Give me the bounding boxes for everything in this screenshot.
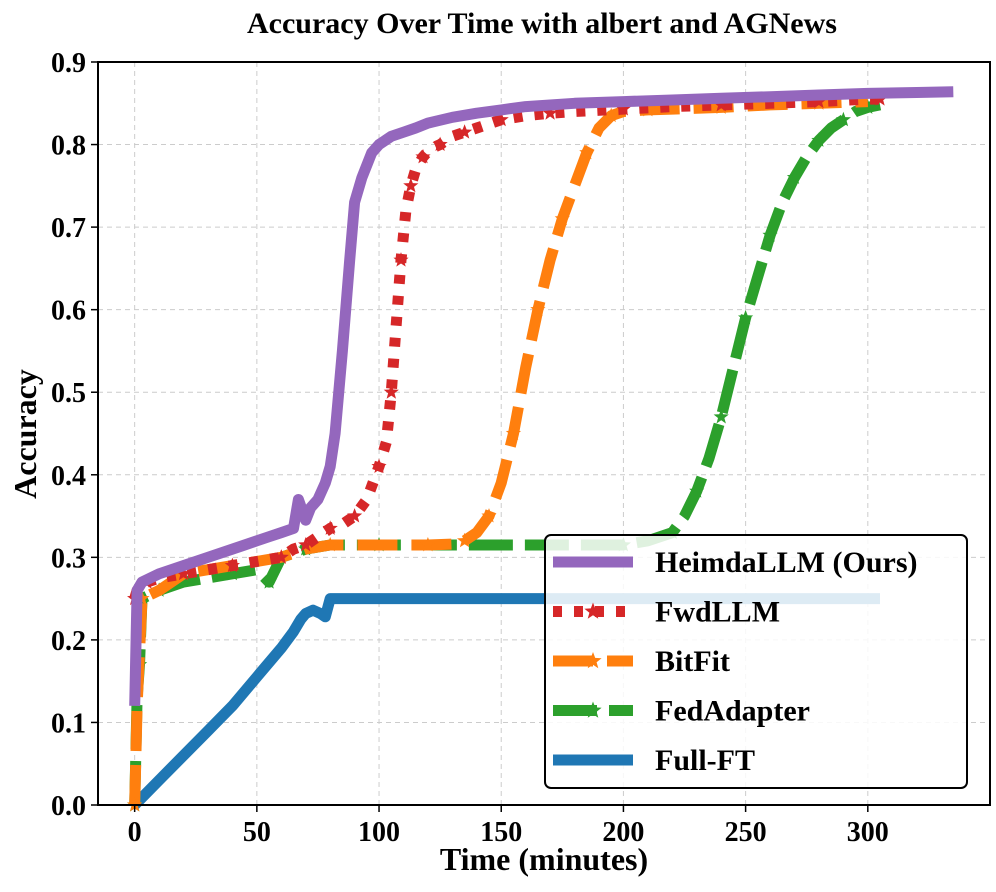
- data-point: [415, 148, 431, 164]
- legend-label: BitFit: [655, 645, 730, 678]
- legend-item: HeimdaLLM (Ours): [553, 546, 918, 579]
- legend-label: Full-FT: [655, 744, 755, 777]
- data-point: [811, 93, 827, 109]
- chart-title: Accuracy Over Time with albert and AGNew…: [247, 7, 837, 40]
- y-tick-label: 0.3: [51, 543, 86, 574]
- data-point: [713, 409, 729, 424]
- data-point: [738, 309, 754, 325]
- data-point: [481, 508, 497, 523]
- x-tick-label: 250: [725, 817, 767, 848]
- y-axis-label: Accuracy: [7, 369, 43, 499]
- y-tick-label: 0.7: [51, 213, 86, 244]
- data-point: [835, 111, 851, 127]
- x-tick-label: 50: [243, 817, 271, 848]
- data-point: [393, 252, 409, 267]
- series-line: [129, 86, 954, 707]
- series-fwdllm: [127, 91, 888, 606]
- series-line: [129, 99, 882, 806]
- data-point: [322, 537, 338, 552]
- data-point: [689, 483, 705, 498]
- data-point: [383, 384, 399, 399]
- x-tick-label: 200: [602, 817, 644, 848]
- legend-marker: [584, 602, 602, 619]
- legend-label: HeimdaLLM (Ours): [655, 546, 918, 579]
- data-point: [762, 227, 778, 242]
- data-point: [786, 169, 803, 184]
- x-tick-label: 300: [847, 817, 889, 848]
- data-point: [542, 105, 558, 120]
- y-tick-label: 0.4: [51, 461, 86, 492]
- x-tick-label: 0: [128, 817, 142, 848]
- data-point: [457, 532, 473, 548]
- legend-box: [544, 534, 968, 789]
- y-tick-label: 0.9: [51, 48, 86, 79]
- data-point: [403, 177, 419, 193]
- data-point: [493, 111, 509, 127]
- legend-marker: [584, 701, 602, 718]
- series-line: [129, 93, 880, 601]
- data-point: [347, 508, 363, 523]
- data-point: [371, 458, 387, 473]
- legend-label: FedAdapter: [655, 695, 810, 728]
- legend-item: FedAdapter: [553, 695, 810, 728]
- legend-label: FwdLLM: [655, 596, 780, 629]
- data-point: [224, 557, 240, 573]
- data-point: [175, 565, 192, 581]
- data-point: [603, 107, 619, 123]
- legend-items: HeimdaLLM (Ours) FwdLLM BitFit FedAdapter Fu…: [553, 546, 918, 777]
- y-tick-label: 0.5: [51, 378, 86, 409]
- data-point: [457, 124, 473, 139]
- data-point: [224, 565, 240, 581]
- plot-frame: [97, 61, 991, 806]
- legend: HeimdaLLM (Ours) FwdLLM BitFit FedAdapter Fu…: [544, 534, 968, 789]
- x-tick-label: 100: [358, 817, 400, 848]
- legend-item: Full-FT: [553, 744, 755, 777]
- y-axis: 0.0 0.1 0.2 0.3 0.4 0.5 0.6 0.7 0.8 0.9: [51, 48, 98, 822]
- data-point: [811, 132, 827, 147]
- y-tick-label: 0.1: [51, 708, 86, 739]
- data-point: [432, 136, 448, 151]
- legend-item: FwdLLM: [553, 596, 780, 629]
- legend-item: BitFit: [553, 645, 730, 678]
- data-point: [530, 301, 546, 317]
- data-point: [615, 101, 631, 116]
- x-axis-label: Time (minutes): [440, 841, 648, 877]
- data-point: [554, 210, 570, 226]
- data-point: [273, 549, 289, 564]
- data-point: [505, 425, 522, 440]
- data-point: [664, 524, 680, 539]
- data-point: [261, 574, 277, 589]
- x-tick-label: 150: [480, 817, 522, 848]
- x-axis: 0 50 100 150 200 250 300: [128, 805, 889, 848]
- legend-marker: [584, 652, 602, 669]
- data-point: [713, 96, 729, 112]
- data-point: [322, 520, 338, 535]
- y-tick-label: 0.8: [51, 131, 86, 162]
- series-heimdallm-ours: [129, 86, 954, 707]
- data-point: [579, 144, 595, 160]
- y-tick-label: 0.6: [51, 296, 86, 327]
- data-point: [298, 537, 314, 552]
- y-tick-label: 0.2: [51, 626, 86, 657]
- y-tick-label: 0.0: [51, 791, 86, 822]
- data-point: [420, 537, 436, 552]
